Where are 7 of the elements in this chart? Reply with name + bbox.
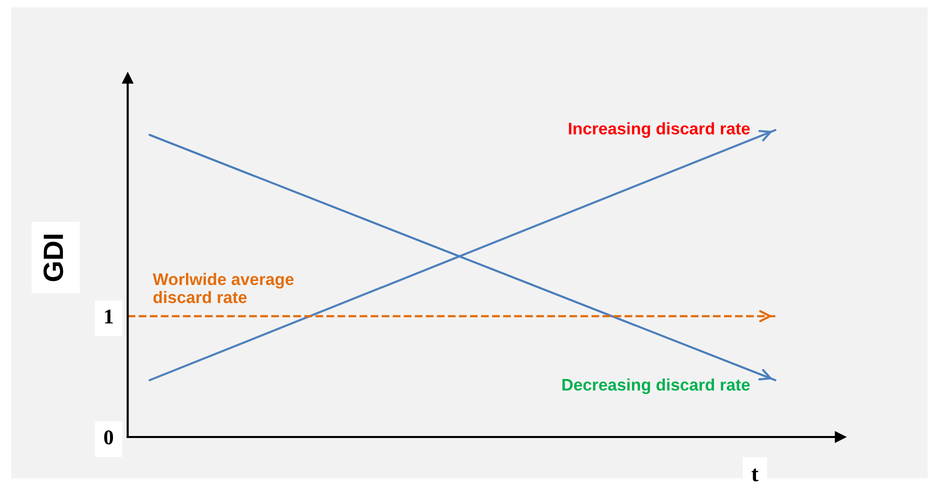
ref-line-label: Worlwide average discard rate <box>152 272 294 304</box>
y-tick-label: 0 <box>104 430 114 444</box>
x-axis-title: t <box>752 468 758 482</box>
y-axis-title: GDI <box>44 234 64 282</box>
y-tick-label: 1 <box>105 310 113 324</box>
legend-label: Decreasing discard rate <box>562 378 750 394</box>
legend-label: Increasing discard rate <box>568 122 750 138</box>
